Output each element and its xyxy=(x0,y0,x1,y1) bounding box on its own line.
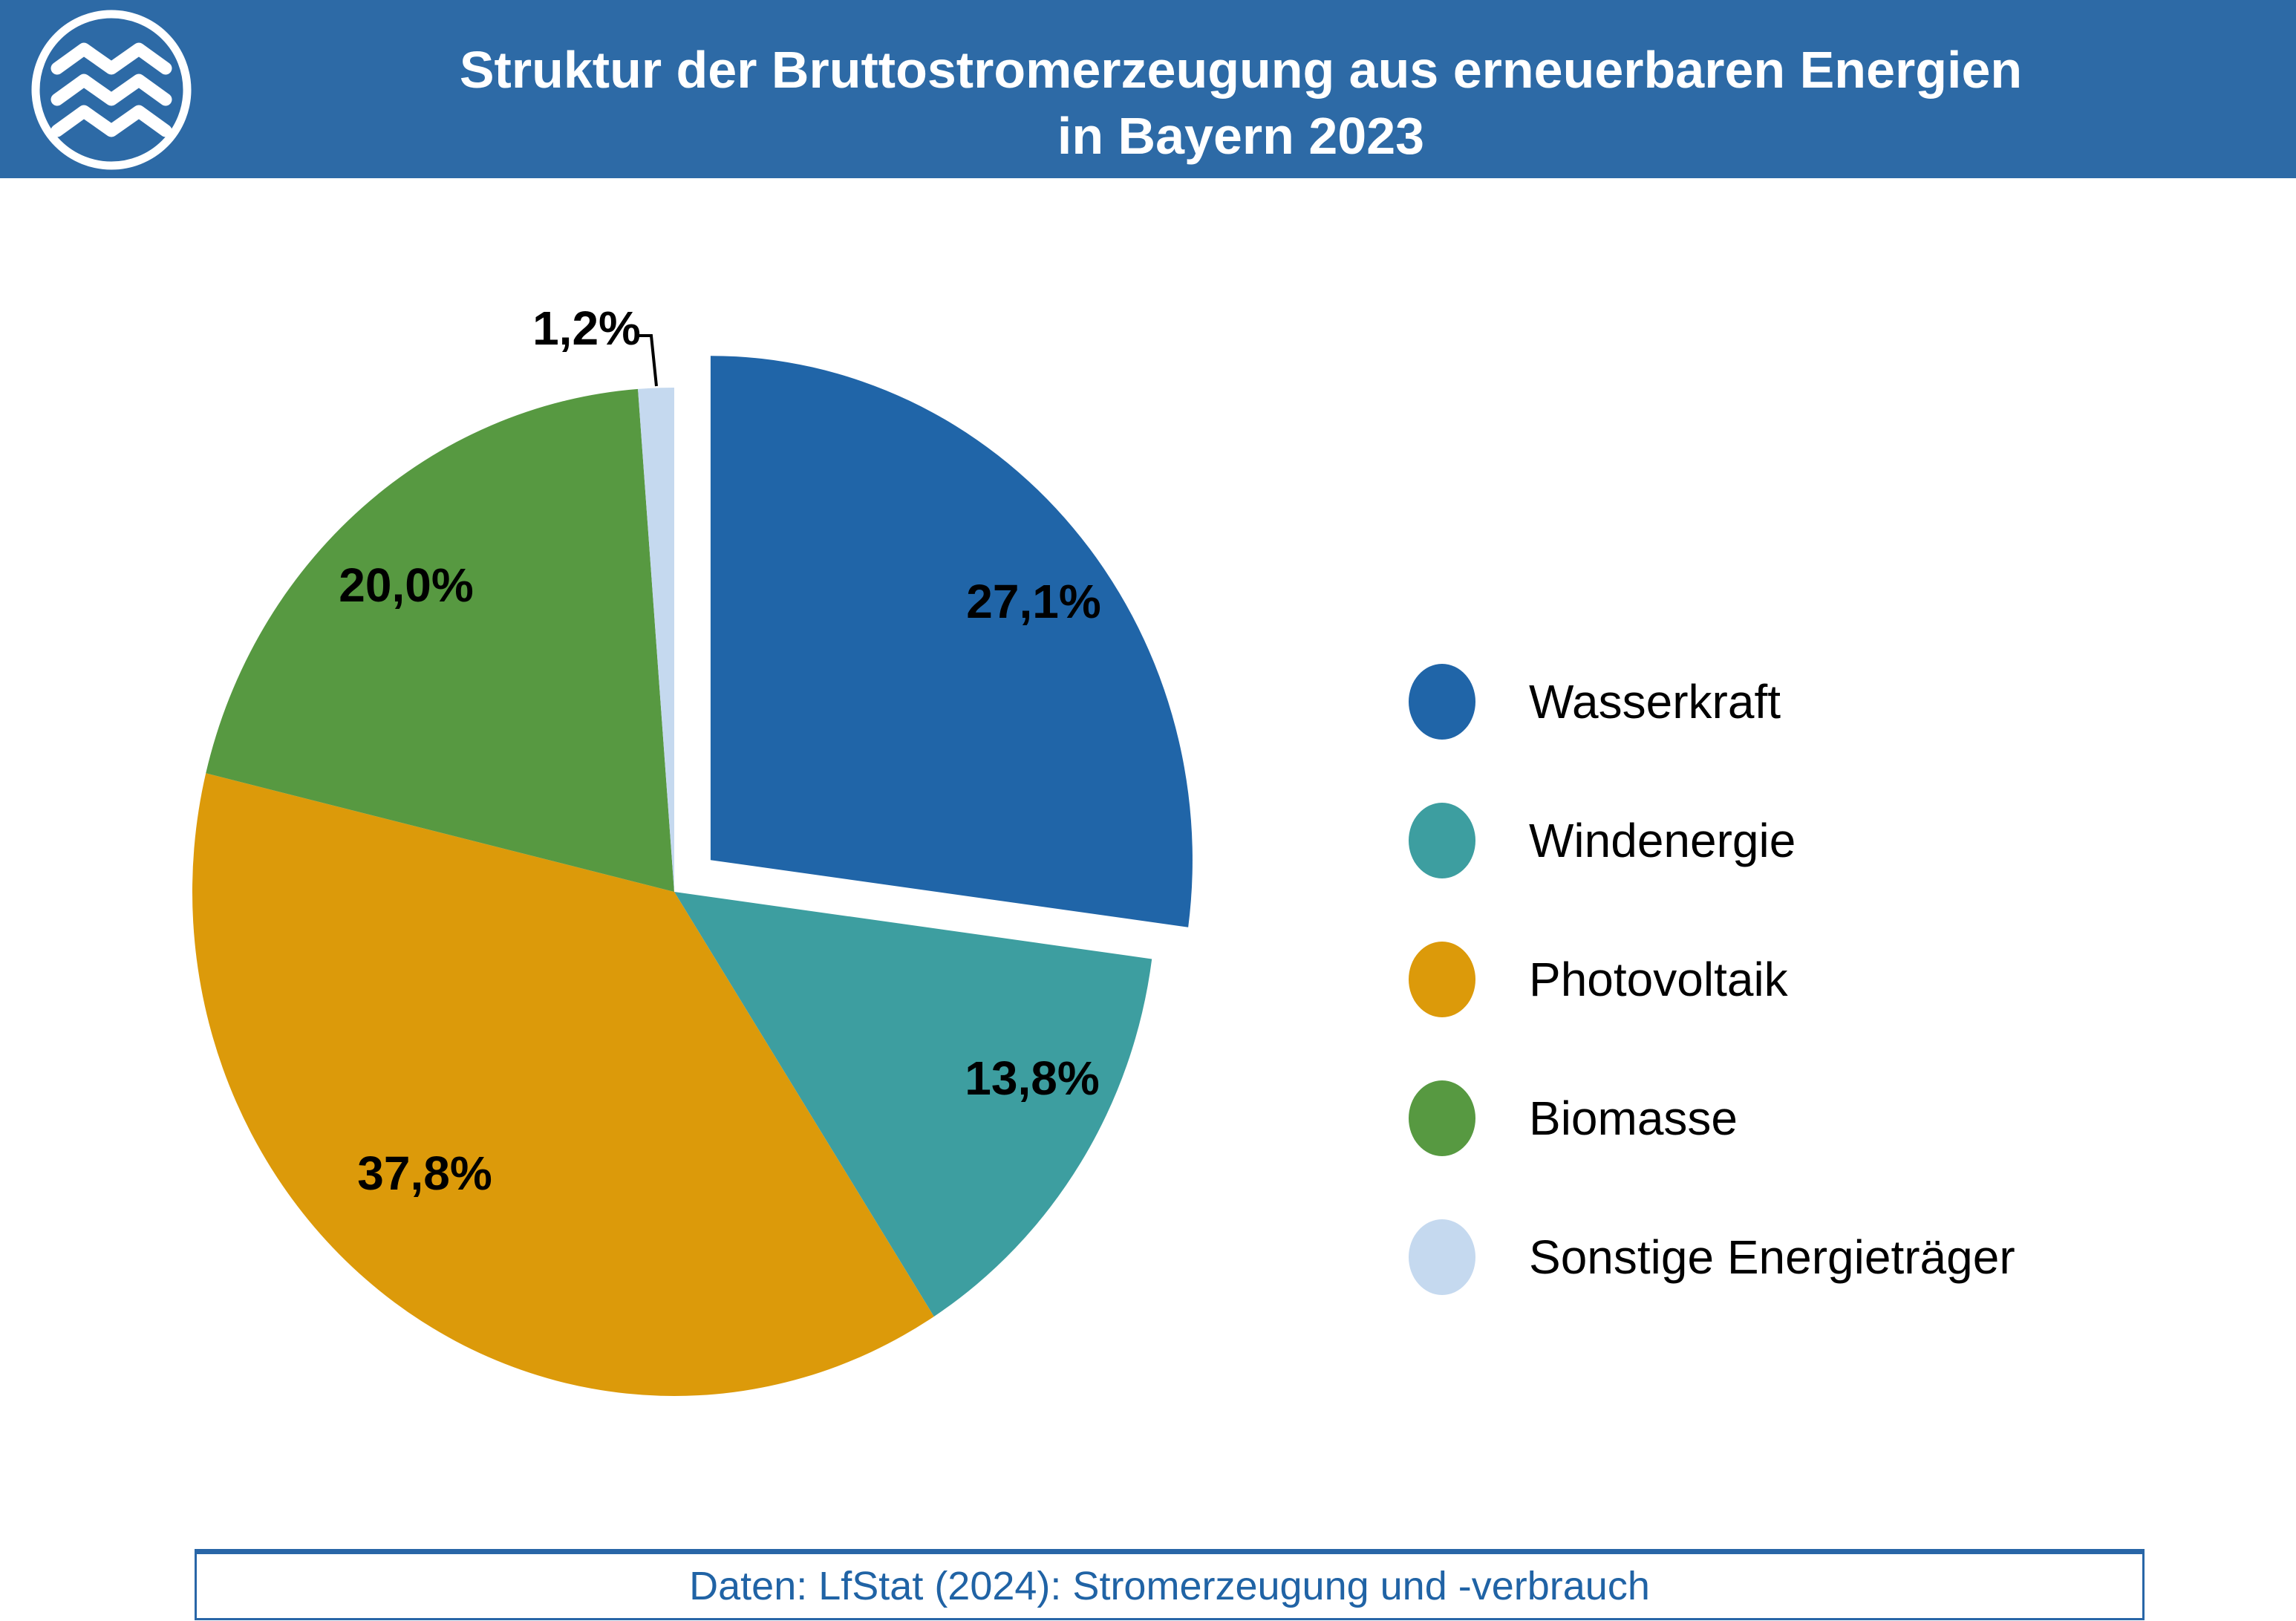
legend-marker-sonstige-energietraeger xyxy=(1409,1219,1475,1295)
page-title-line1: Struktur der Bruttostromerzeugung aus er… xyxy=(459,41,2023,99)
page-title: Struktur der Bruttostromerzeugung aus er… xyxy=(193,37,2289,169)
header-bar: Struktur der Bruttostromerzeugung aus er… xyxy=(0,0,2296,178)
legend-label-windenergie: Windenergie xyxy=(1529,814,1796,867)
legend-item-photovoltaik: Photovoltaik xyxy=(1409,942,2015,1017)
pie-value-label-biomasse: 20,0% xyxy=(339,558,473,612)
legend-marker-biomasse xyxy=(1409,1080,1475,1156)
legend-item-biomasse: Biomasse xyxy=(1409,1080,2015,1156)
legend-marker-wasserkraft xyxy=(1409,664,1475,740)
legend-label-sonstige-energietraeger: Sonstige Energieträger xyxy=(1529,1230,2015,1284)
pie-value-label-sonstige-energietraeger: 1,2% xyxy=(532,301,641,355)
pie-slice-photovoltaik xyxy=(192,773,934,1397)
label-leader-line xyxy=(637,334,658,387)
source-box: Daten: LfStat (2024): Stromerzeugung und… xyxy=(195,1549,2145,1620)
waves-logo-icon xyxy=(31,10,192,170)
pie-value-label-windenergie: 13,8% xyxy=(965,1051,1099,1105)
legend-item-sonstige-energietraeger: Sonstige Energieträger xyxy=(1409,1219,2015,1295)
legend-marker-photovoltaik xyxy=(1409,942,1475,1017)
legend-marker-windenergie xyxy=(1409,803,1475,878)
pie-slice-biomasse xyxy=(206,388,674,892)
legend-label-wasserkraft: Wasserkraft xyxy=(1529,675,1781,728)
pie-slice-windenergie xyxy=(674,892,1152,1317)
legend-item-wasserkraft: Wasserkraft xyxy=(1409,664,2015,740)
source-text: Daten: LfStat (2024): Stromerzeugung und… xyxy=(689,1564,1650,1608)
legend-item-windenergie: Windenergie xyxy=(1409,803,2015,878)
legend-label-photovoltaik: Photovoltaik xyxy=(1529,953,1788,1006)
legend-label-biomasse: Biomasse xyxy=(1529,1092,1738,1145)
pie-value-label-photovoltaik: 37,8% xyxy=(357,1147,492,1200)
pie-value-label-wasserkraft: 27,1% xyxy=(966,575,1100,628)
page-title-line2: in Bayern 2023 xyxy=(1057,107,1425,165)
pie-slice-wasserkraft xyxy=(710,356,1193,927)
pie-slice-sonstige-energietraeger xyxy=(638,388,674,892)
legend: Wasserkraft Windenergie Photovoltaik Biomas… xyxy=(1409,664,2015,1295)
